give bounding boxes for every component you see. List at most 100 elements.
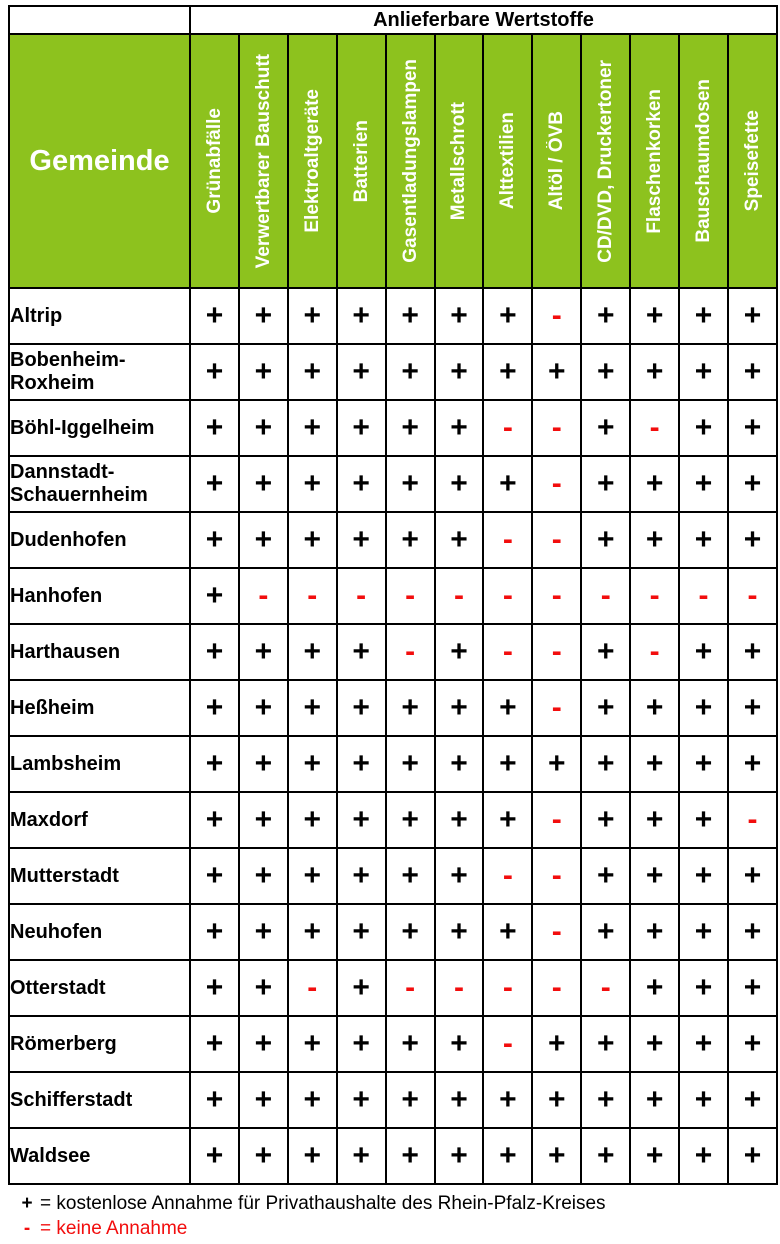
accepted-cell: + <box>189 735 240 793</box>
accepted-cell: + <box>629 343 681 401</box>
accepted-cell: + <box>433 287 485 345</box>
accepted-cell: + <box>237 399 289 457</box>
accepted-cell: + <box>678 903 729 961</box>
not-accepted-cell: - <box>433 567 485 625</box>
column-header-verwertbarer-bauschutt: Verwertbarer Bauschutt <box>237 33 289 289</box>
accepted-cell: + <box>384 903 436 961</box>
accepted-cell: + <box>286 903 338 961</box>
column-header-label: Grünabfälle <box>203 108 225 214</box>
column-header-speisefette: Speisefette <box>726 33 779 289</box>
accepted-cell: + <box>629 1015 681 1073</box>
not-accepted-cell: - <box>384 959 436 1017</box>
gemeinde-name: Maxdorf <box>8 791 191 849</box>
accepted-cell: + <box>237 847 289 905</box>
gemeinde-name: Schifferstadt <box>8 1071 191 1129</box>
accepted-cell: + <box>384 1071 436 1129</box>
accepted-cell: + <box>384 1015 436 1073</box>
accepted-cell: + <box>189 287 240 345</box>
accepted-cell: + <box>678 735 729 793</box>
not-accepted-cell: - <box>531 455 583 513</box>
accepted-cell: + <box>433 679 485 737</box>
accepted-cell: + <box>189 455 240 513</box>
accepted-cell: + <box>629 959 681 1017</box>
accepted-cell: + <box>580 1071 632 1129</box>
accepted-cell: + <box>629 847 681 905</box>
accepted-cell: + <box>580 343 632 401</box>
gemeinde-name: Böhl-Iggelheim <box>8 399 191 457</box>
accepted-cell: + <box>726 903 779 961</box>
accepted-cell: + <box>726 847 779 905</box>
accepted-cell: + <box>678 623 729 681</box>
column-header-label: Metallschrott <box>448 101 470 221</box>
column-header-label: Speisefette <box>741 110 763 212</box>
accepted-cell: + <box>580 455 632 513</box>
not-accepted-cell: - <box>531 903 583 961</box>
accepted-cell: + <box>580 287 632 345</box>
not-accepted-cell: - <box>531 511 583 569</box>
not-accepted-cell: - <box>678 567 729 625</box>
accepted-cell: + <box>335 511 387 569</box>
accepted-cell: + <box>580 903 632 961</box>
accepted-cell: + <box>335 287 387 345</box>
accepted-cell: + <box>189 511 240 569</box>
accepted-cell: + <box>580 847 632 905</box>
accepted-cell: + <box>726 399 779 457</box>
accepted-cell: + <box>580 735 632 793</box>
accepted-cell: + <box>726 1071 779 1129</box>
gemeinde-name: Römerberg <box>8 1015 191 1073</box>
not-accepted-cell: - <box>482 1015 534 1073</box>
column-header-grünabfälle: Grünabfälle <box>189 33 240 289</box>
accepted-cell: + <box>433 791 485 849</box>
accepted-cell: + <box>189 567 240 625</box>
accepted-cell: + <box>237 735 289 793</box>
gemeinde-name: Mutterstadt <box>8 847 191 905</box>
accepted-cell: + <box>286 511 338 569</box>
accepted-cell: + <box>237 1071 289 1129</box>
column-header-alttextilien: Alttextilien <box>482 33 534 289</box>
column-header-label: Gasentladungslampen <box>399 59 421 263</box>
table-row: Altrip + + + + + + + - + + + + <box>8 287 779 345</box>
gemeinde-name: Waldsee <box>8 1127 191 1185</box>
accepted-cell: + <box>335 735 387 793</box>
accepted-cell: + <box>237 623 289 681</box>
accepted-cell: + <box>237 679 289 737</box>
accepted-cell: + <box>237 511 289 569</box>
not-accepted-cell: - <box>629 623 681 681</box>
accepted-cell: + <box>335 455 387 513</box>
accepted-cell: + <box>335 959 387 1017</box>
accepted-cell: + <box>580 791 632 849</box>
accepted-cell: + <box>384 791 436 849</box>
not-accepted-cell: - <box>384 567 436 625</box>
not-accepted-cell: - <box>726 791 779 849</box>
gemeinde-name: Hanhofen <box>8 567 191 625</box>
gemeinde-name: Dannstadt- Schauernheim <box>8 455 191 513</box>
accepted-cell: + <box>433 455 485 513</box>
accepted-cell: + <box>286 679 338 737</box>
table-row: Dannstadt- Schauernheim + + + + + + + - + + + + <box>8 455 779 513</box>
accepted-cell: + <box>482 903 534 961</box>
column-header-altöl-övb: Altöl / ÖVB <box>531 33 583 289</box>
accepted-cell: + <box>189 343 240 401</box>
legend-plus-line: + = kostenlose Annahme für Privathaushal… <box>14 1191 778 1216</box>
accepted-cell: + <box>726 1015 779 1073</box>
accepted-cell: + <box>433 1071 485 1129</box>
accepted-cell: + <box>580 511 632 569</box>
not-accepted-cell: - <box>482 399 534 457</box>
column-header-bauschaumdosen: Bauschaumdosen <box>678 33 729 289</box>
legend-minus-text: = keine Annahme <box>40 1218 188 1239</box>
accepted-cell: + <box>678 959 729 1017</box>
not-accepted-cell: - <box>531 959 583 1017</box>
column-header-label: Alttextilien <box>497 112 519 210</box>
not-accepted-cell: - <box>580 959 632 1017</box>
wertstoffe-table: Anlieferbare Wertstoffe Gemeinde Grünabf… <box>8 5 779 1185</box>
accepted-cell: + <box>629 903 681 961</box>
accepted-cell: + <box>433 847 485 905</box>
accepted-cell: + <box>726 287 779 345</box>
not-accepted-cell: - <box>531 287 583 345</box>
accepted-cell: + <box>433 511 485 569</box>
accepted-cell: + <box>286 623 338 681</box>
accepted-cell: + <box>286 1127 338 1185</box>
not-accepted-cell: - <box>286 567 338 625</box>
accepted-cell: + <box>482 287 534 345</box>
